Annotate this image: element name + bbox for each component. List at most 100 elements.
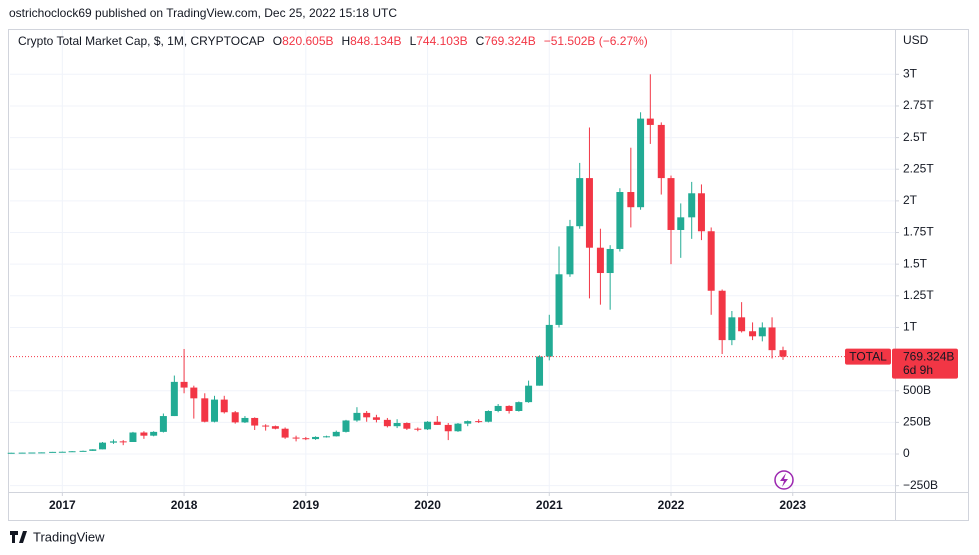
candle-body [637,118,645,208]
candle-body [464,421,472,424]
candle-body [707,231,715,291]
x-tick-label: 2023 [779,498,806,512]
candle-body [180,381,188,388]
candle-body [241,417,249,423]
candle-body [393,423,401,427]
candle-body [140,432,148,436]
currency-label: USD [903,33,929,47]
candle-body [58,451,66,453]
candle-body [262,425,270,427]
price-label: 769.324B [903,349,954,363]
candle-body [606,248,614,274]
chart-title: Crypto Total Market Cap, $, 1M, CRYPTOCA… [18,34,265,48]
x-tick-label: 2020 [414,498,441,512]
candle-body [150,431,158,436]
candle-body [536,356,544,386]
countdown: 6d 9h [903,363,933,377]
footer-logo [10,531,27,543]
legend-line: Crypto Total Market Cap, $, 1M, CRYPTOCA… [18,34,648,48]
candle-body [484,410,492,422]
candle-body [190,387,198,399]
candle-body [231,412,239,423]
watermark-icon [774,470,794,490]
y-tick-label: 1.5T [903,256,928,270]
plot [7,74,895,454]
ohlc-letter: L [410,34,417,48]
symbol-tag [845,348,891,365]
candle-body [749,331,757,337]
y-tick-label: 2.25T [903,161,934,175]
candle-body [454,423,462,432]
candle-body [363,412,371,418]
candle-body [159,416,167,432]
y-tick-label: 500B [903,383,931,397]
candle-body [718,290,726,341]
candle-body [515,402,523,411]
footer-brand: TradingView [33,529,105,544]
candle-body [38,452,46,454]
candle-body [119,441,127,443]
change: −51.502B (−6.27%) [544,34,648,48]
y-tick-label: −250B [903,478,938,492]
candle-body [616,192,624,249]
candle-body [109,441,117,443]
candle-body [28,452,36,454]
candle-body [251,417,259,426]
chart-frame [8,29,969,521]
candle-body [433,421,441,425]
candle-body [566,226,574,275]
candle-body [201,398,209,422]
y-tick-label: 250B [903,415,931,429]
price-tag [892,348,958,379]
y-tick-label: 0 [903,446,910,460]
candle-body [302,438,310,440]
candle-body [545,324,553,357]
candle-body [768,327,776,351]
y-tick-label: 2.75T [903,98,934,112]
candle-body [49,451,57,453]
candle-body [779,350,787,357]
y-tick-label: 1T [903,320,918,334]
x-tick-label: 2019 [292,498,319,512]
y-tick-label: 2T [903,193,918,207]
candle-body [627,192,635,208]
candle-body [555,274,563,325]
candle-body [342,420,350,432]
candle-body [444,424,452,432]
candle-body [99,442,107,450]
x-tick-label: 2022 [658,498,685,512]
candle-body [211,399,219,422]
candle-body [271,426,279,429]
ohlc-value: 744.103B [416,34,467,48]
candle-body [728,317,736,341]
candle-body [475,421,483,423]
publisher: ostrichoclock69 published on TradingView… [9,6,397,20]
candle-body [323,436,331,438]
candle-body [170,381,178,417]
candle-body [281,428,289,438]
candle-body [596,247,604,274]
y-tick-label: 1.75T [903,225,934,239]
candle-body [372,417,380,420]
candle-body [738,317,746,332]
candle-body [576,178,584,227]
candle-body [505,405,513,411]
x-tick-label: 2017 [49,498,76,512]
candle-body [697,193,705,232]
candle-body [129,432,137,443]
candle-body [89,449,97,451]
candle-body [525,385,533,403]
ohlc-letter: C [476,34,485,48]
candle-body [7,452,15,454]
candle-body [494,405,502,411]
candle-body [332,431,340,437]
candle-body [585,178,593,248]
candle-body [312,436,320,440]
x-tick-label: 2021 [536,498,563,512]
candle-body [758,327,766,337]
candle-body [657,124,665,179]
candle-body [79,450,87,452]
candle-body [292,437,300,439]
